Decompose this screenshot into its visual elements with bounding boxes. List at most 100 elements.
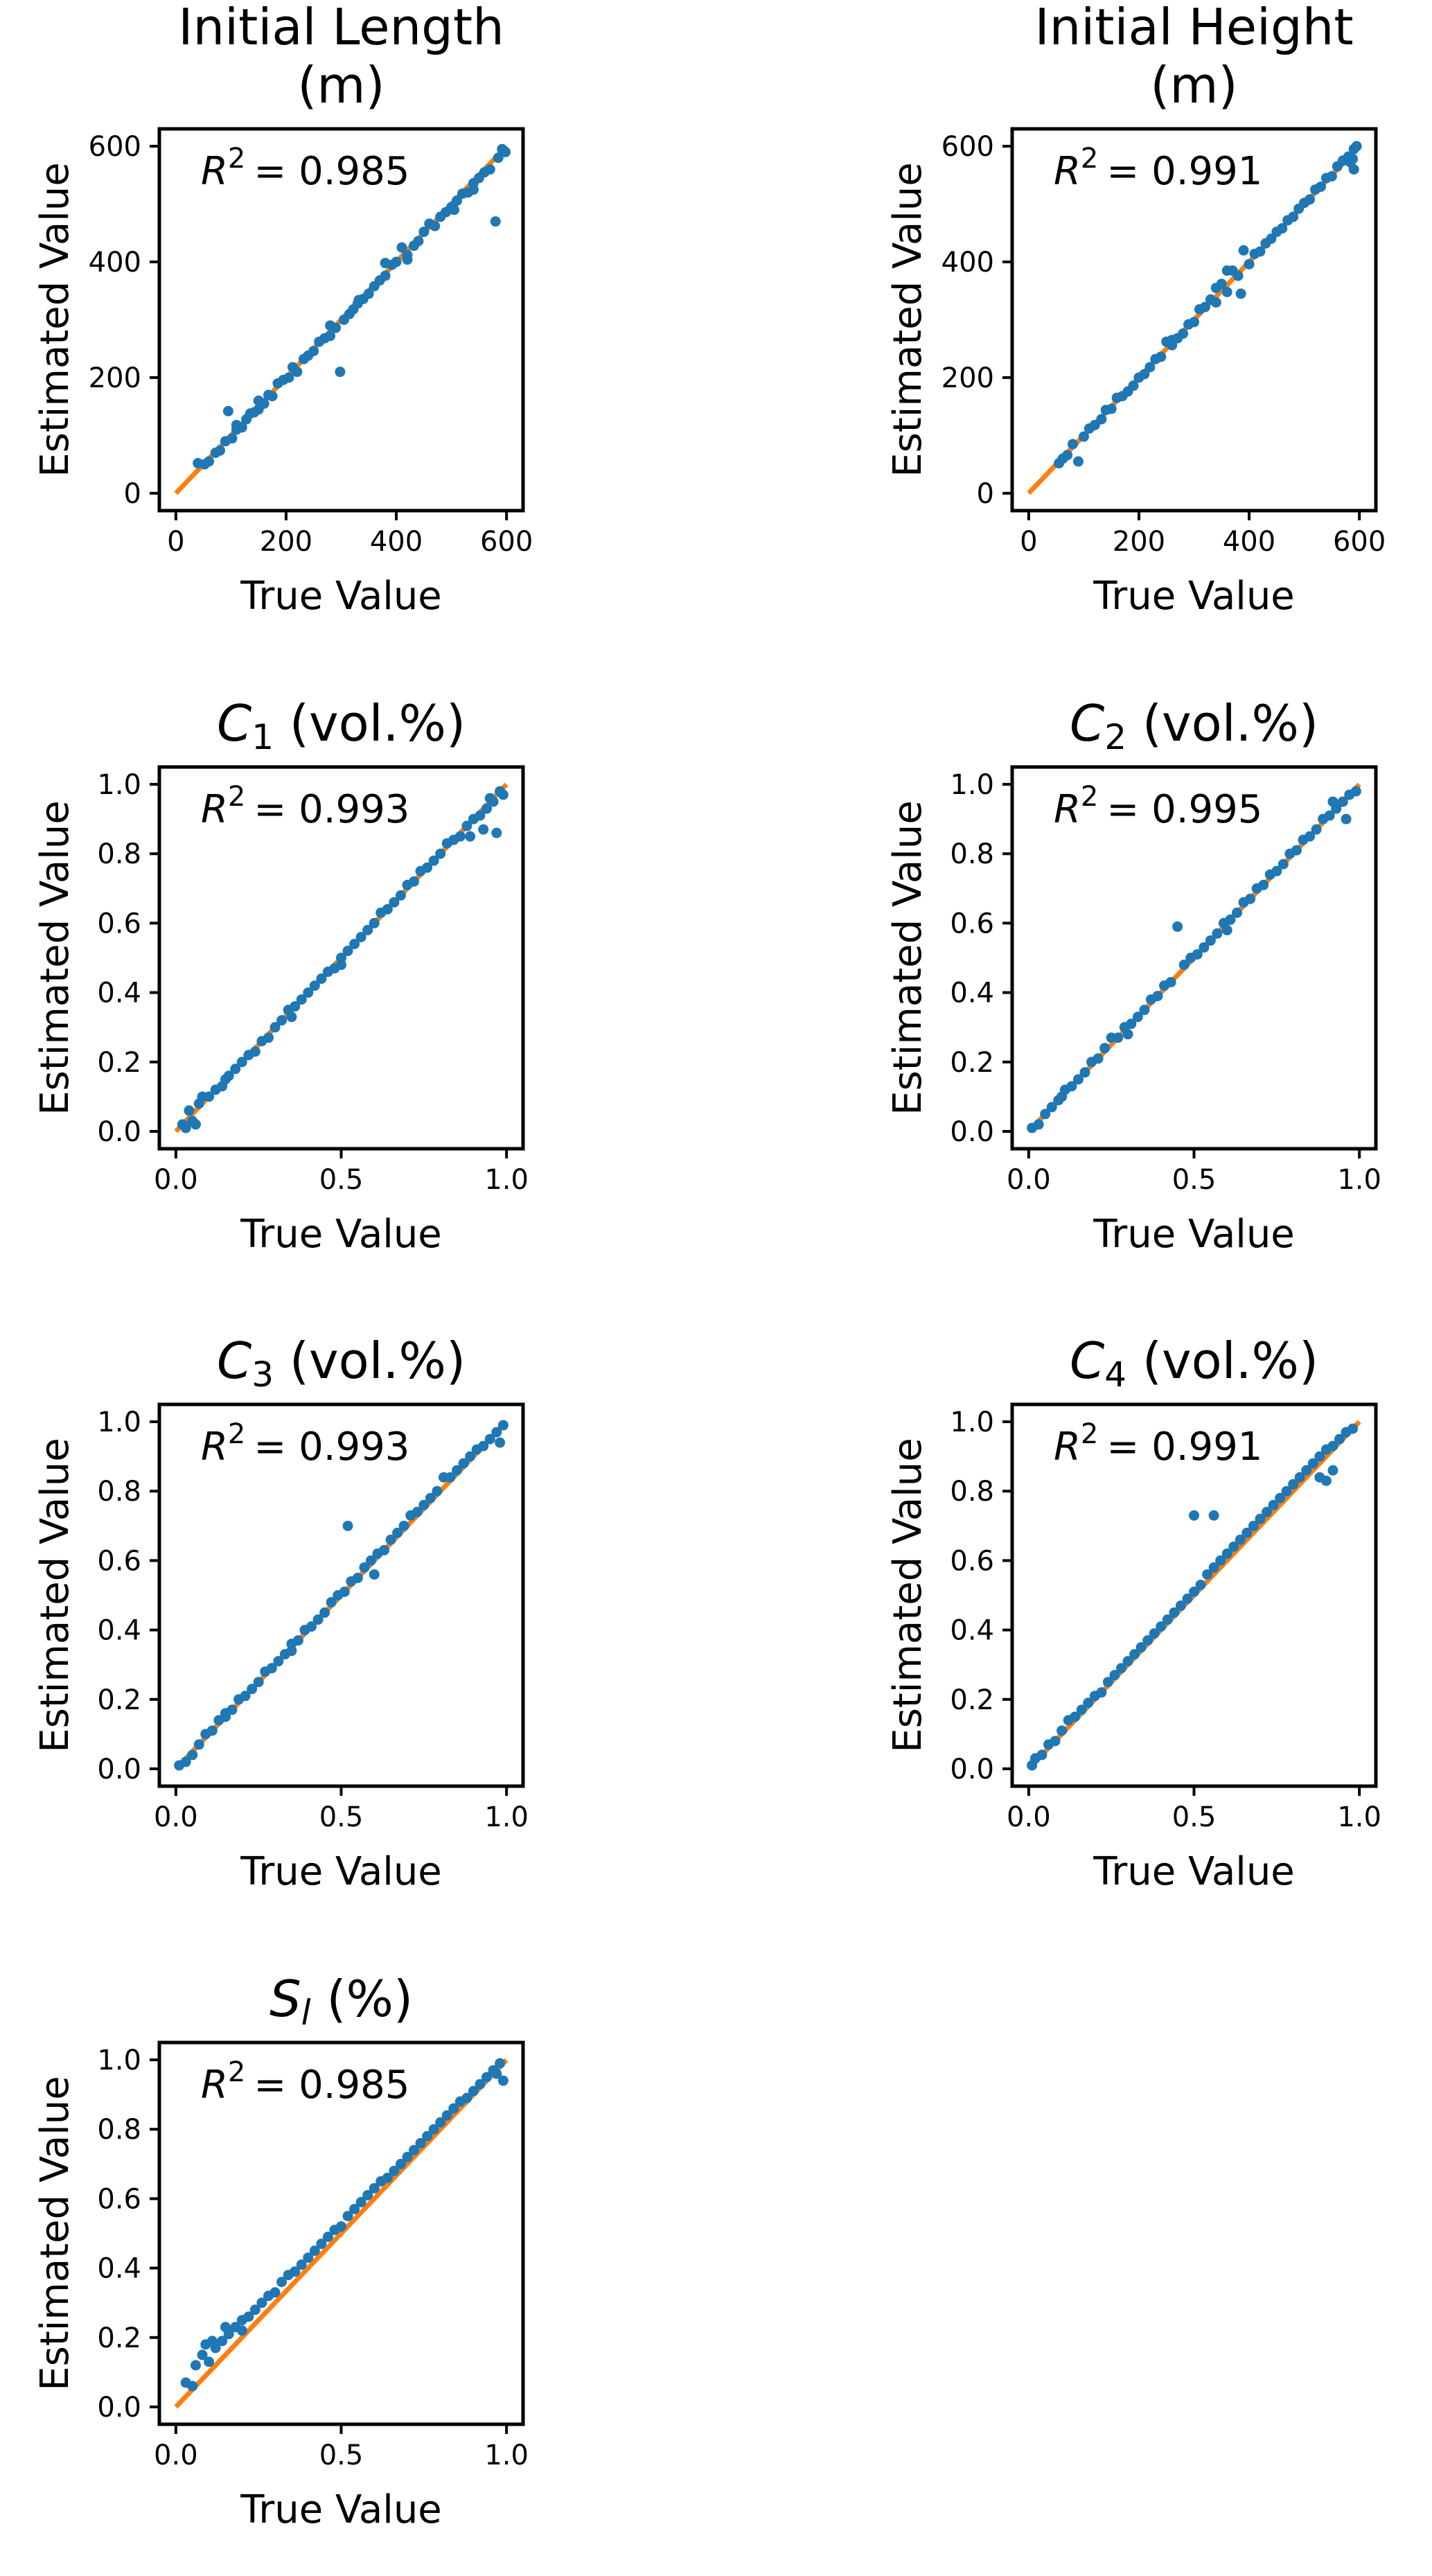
scatter-point [468, 184, 479, 195]
scatter-point [495, 1437, 506, 1448]
y-axis-label: Estimated Value [885, 1438, 930, 1752]
scatter-point [286, 1012, 297, 1023]
x-axis-label: True Value [1093, 574, 1295, 619]
scatter-point [490, 216, 501, 227]
y-tick-label: 0.2 [950, 1684, 994, 1716]
y-axis-label: Estimated Value [33, 1438, 78, 1752]
scatter-point [484, 793, 495, 804]
y-tick-label: 0.8 [97, 1476, 141, 1508]
scatter-point [1210, 283, 1221, 294]
scatter-point [269, 1022, 281, 1033]
scatter-point [236, 1057, 247, 1068]
scatter-point [412, 1506, 423, 1517]
scatter-point [493, 152, 504, 164]
y-tick-label: 0.0 [97, 1116, 141, 1148]
scatter-point [1062, 450, 1073, 461]
title-math-base: C [217, 694, 252, 752]
scatter-point [292, 1635, 303, 1646]
scatter-point [1072, 456, 1084, 467]
scatter-point [1334, 1433, 1345, 1445]
scatter-point [231, 419, 242, 430]
x-tick-label: 0.5 [319, 2440, 364, 2471]
x-tick-label: 1.0 [1337, 1164, 1381, 1196]
scatter-point [206, 2336, 218, 2347]
scatter-point [369, 917, 380, 928]
scatter-point [290, 1001, 301, 1012]
x-tick-label: 0.0 [154, 1164, 198, 1196]
scatter-point [382, 2172, 393, 2183]
scatter-point [1199, 301, 1210, 312]
scatter-point [497, 1420, 509, 1431]
scatter-point [352, 1572, 363, 1583]
scatter-point [435, 2117, 446, 2128]
scatter-point [342, 2210, 353, 2221]
y-tick-label: 0.8 [950, 838, 994, 870]
scatter-point [180, 1122, 191, 1133]
scatter-point [1096, 1687, 1107, 1698]
scatter-point [461, 2092, 472, 2103]
x-axis-label: True Value [240, 2487, 442, 2532]
x-tick-label: 1.0 [484, 1164, 529, 1196]
scatter-point [204, 1091, 215, 1102]
y-tick-label: 0.2 [97, 2322, 141, 2354]
scatter-point [449, 204, 460, 215]
scatter-point [273, 1656, 284, 1667]
scatter-point [395, 2158, 406, 2169]
scatter-point [1245, 893, 1256, 904]
axes-frame [1010, 127, 1378, 513]
scatter-point [481, 2072, 492, 2083]
scatter-point [1128, 380, 1139, 391]
subplot-title: Initial Height (m) [1034, 0, 1353, 114]
x-axis-label: True Value [240, 1849, 442, 1894]
scatter-point [1228, 1541, 1239, 1552]
scatter-point [290, 2266, 301, 2277]
scatter-point [1129, 1649, 1140, 1660]
scatter-point [1291, 845, 1302, 856]
scatter-point [222, 405, 233, 416]
scatter-point [396, 242, 407, 253]
scatter-point [1262, 1506, 1272, 1517]
scatter-point [1241, 1527, 1253, 1538]
scatter-point [481, 803, 492, 814]
scatter-point [286, 1646, 297, 1657]
scatter-point [1248, 1520, 1259, 1531]
scatter-point [389, 2165, 400, 2176]
scatter-point [325, 330, 336, 342]
subplot-title: C2 (vol.%) [1070, 694, 1318, 757]
scatter-point [1351, 141, 1362, 152]
subplot-title: Sl (%) [269, 1970, 413, 2033]
scatter-point [197, 2349, 208, 2361]
scatter-point [236, 2325, 247, 2336]
y-tick-label: 0 [124, 478, 141, 510]
subplot-1: Initial Length (m) 0 200 400 600 0 200 400 600 Tru… [33, 0, 533, 619]
scatter-point [1278, 858, 1289, 870]
scatter-point [1126, 1018, 1137, 1030]
scatter-point [1324, 810, 1335, 821]
y-tick-label: 0.0 [950, 1754, 994, 1785]
scatter-point [1337, 796, 1348, 807]
scatter-point [465, 1451, 476, 1462]
scatter-point [1221, 924, 1232, 935]
scatter-point [484, 1433, 495, 1445]
scatter-point [475, 810, 486, 821]
scatter-point [1070, 1711, 1081, 1722]
y-tick-label: 200 [942, 362, 994, 394]
scatter-point [191, 1119, 201, 1130]
scatter-point [1350, 786, 1361, 797]
scatter-point [448, 2103, 459, 2114]
scatter-point [316, 2239, 327, 2250]
r-superscript: 2 [1081, 1418, 1098, 1450]
scatter-point [1079, 1067, 1090, 1078]
x-tick-label: 0 [1020, 526, 1037, 558]
scatter-point [425, 1492, 436, 1503]
subplot-title: C1 (vol.%) [217, 694, 466, 757]
scatter-point [1189, 317, 1199, 328]
scatter-point [1301, 1465, 1312, 1476]
scatter-point [325, 320, 336, 331]
r-squared-value: = 0.991 [1106, 149, 1262, 194]
x-tick-label: 0.0 [154, 2440, 198, 2471]
subplot-3: C1 (vol.%) 0.0 0.5 1.0 0.0 0.2 0.4 0.6 0.8 1.0 Tru… [33, 694, 529, 1257]
scatter-point [1221, 265, 1232, 276]
subplot-4: C2 (vol.%)0.0 0.5 1.00.00.20.40.60.81.0Tru… [885, 694, 1381, 1257]
scatter-point [220, 1711, 231, 1722]
